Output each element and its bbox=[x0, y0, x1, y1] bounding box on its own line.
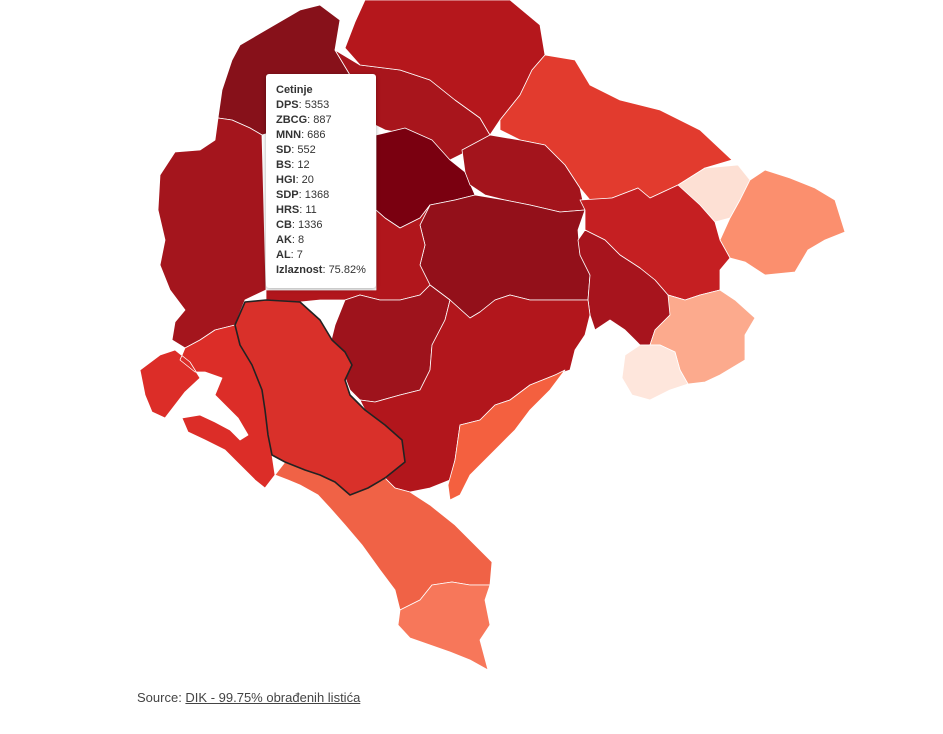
map-region-north[interactable] bbox=[344, 0, 546, 136]
source-note: Source: DIK - 99.75% obrađenih listića bbox=[137, 690, 360, 705]
tooltip-row: Izlaznost: 75.82% bbox=[276, 263, 366, 278]
tooltip-row: DPS: 5353 bbox=[276, 98, 366, 113]
tooltip-rows: DPS: 5353 ZBCG: 887 MNN: 686 SD: 552 BS: 12 H… bbox=[276, 98, 366, 278]
tooltip-row-value: : 1336 bbox=[291, 219, 323, 231]
tooltip-row: AL: 7 bbox=[276, 248, 366, 263]
tooltip-row-label: AL bbox=[276, 249, 291, 261]
tooltip-row-label: CB bbox=[276, 219, 292, 231]
tooltip-row: BS: 12 bbox=[276, 158, 366, 173]
tooltip-row-value: : 5353 bbox=[298, 99, 330, 111]
tooltip-row-label: Izlaznost bbox=[276, 264, 323, 276]
tooltip-row-label: ZBCG bbox=[276, 114, 308, 126]
tooltip-row: ZBCG: 887 bbox=[276, 113, 366, 128]
tooltip-row-label: SDP bbox=[276, 189, 299, 201]
tooltip-row-label: AK bbox=[276, 234, 292, 246]
tooltip-row-label: BS bbox=[276, 159, 292, 171]
tooltip-row-value: : 75.82% bbox=[322, 264, 366, 276]
map-region-east-salmon[interactable] bbox=[719, 169, 846, 276]
tooltip-row: SDP: 1368 bbox=[276, 188, 366, 203]
tooltip-row-label: HGI bbox=[276, 174, 296, 186]
tooltip-row-label: SD bbox=[276, 144, 292, 156]
tooltip-row-value: : 686 bbox=[301, 129, 326, 141]
map-region-west-large[interactable] bbox=[157, 117, 267, 349]
tooltip-row: SD: 552 bbox=[276, 143, 366, 158]
source-link[interactable]: DIK - 99.75% obrađenih listića bbox=[185, 690, 361, 705]
tooltip-row-value: : 8 bbox=[291, 234, 305, 246]
map-region-south-east-palest[interactable] bbox=[621, 344, 689, 401]
tooltip-row: AK: 8 bbox=[276, 233, 366, 248]
source-prefix: Source: bbox=[137, 690, 186, 705]
tooltip-row: MNN: 686 bbox=[276, 128, 366, 143]
region-tooltip: Cetinje DPS: 5353 ZBCG: 887 MNN: 686 SD: 55… bbox=[266, 74, 376, 288]
tooltip-title: Cetinje bbox=[276, 84, 313, 96]
tooltip-row-label: HRS bbox=[276, 204, 300, 216]
tooltip-row: CB: 1336 bbox=[276, 218, 366, 233]
map-region-south-east-light[interactable] bbox=[649, 289, 756, 385]
tooltip-row-label: MNN bbox=[276, 129, 302, 141]
tooltip-row-label: DPS bbox=[276, 99, 299, 111]
tooltip-row-value: : 7 bbox=[290, 249, 303, 261]
tooltip-row: HGI: 20 bbox=[276, 173, 366, 188]
tooltip-row-value: : 12 bbox=[291, 159, 310, 171]
tooltip-row-value: : 11 bbox=[299, 204, 317, 216]
selected-region-outline bbox=[234, 299, 406, 496]
tooltip-row-value: : 552 bbox=[291, 144, 316, 156]
tooltip-row-value: : 1368 bbox=[298, 189, 330, 201]
tooltip-row-value: : 20 bbox=[295, 174, 314, 186]
map-region-south-east-strip[interactable] bbox=[447, 369, 566, 501]
map-region-south-tip[interactable] bbox=[397, 581, 491, 671]
tooltip-row: HRS: 11 bbox=[276, 203, 366, 218]
tooltip-row-value: : 887 bbox=[307, 114, 332, 126]
